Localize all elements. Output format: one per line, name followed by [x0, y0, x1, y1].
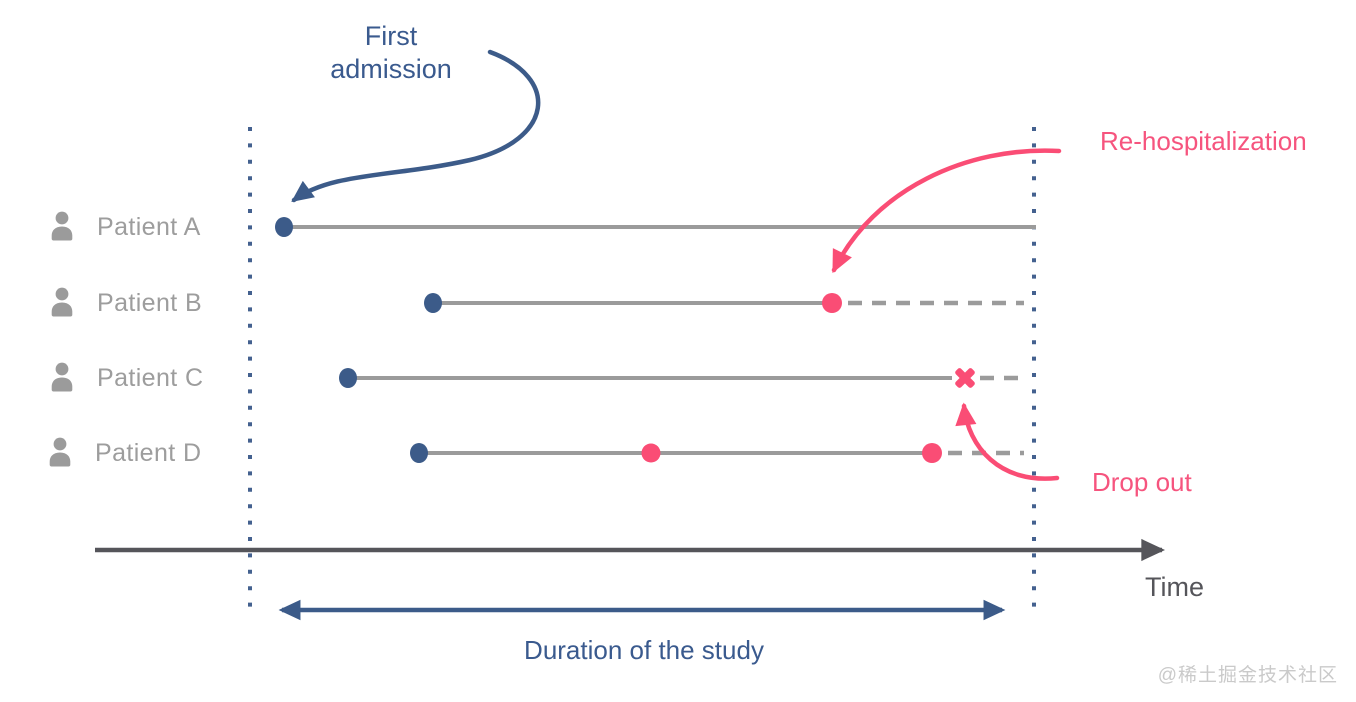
person-icon	[51, 211, 73, 241]
re-hospitalization-label: Re-hospitalization	[1100, 126, 1307, 156]
patient-row-b: Patient B	[46, 286, 202, 320]
patient-d-rehospitalization-dot-1	[641, 443, 661, 463]
first-admission-arrow	[291, 49, 541, 203]
patient-b-rehospitalization-dot	[822, 293, 842, 313]
patient-b-timeline	[424, 293, 1024, 313]
patient-a-admission-dot	[275, 217, 293, 237]
patient-c-admission-dot	[339, 368, 357, 388]
patient-d-admission-dot	[410, 443, 428, 463]
person-icon	[51, 287, 73, 317]
patient-c-timeline	[339, 368, 1024, 388]
re-hospitalization-arrow	[831, 148, 1062, 274]
patient-a-timeline	[275, 217, 1036, 237]
duration-label: Duration of the study	[524, 635, 764, 665]
patient-a-label: Patient A	[97, 212, 201, 241]
watermark-text: @稀土掘金技术社区	[1157, 665, 1338, 686]
time-axis-label: Time	[1145, 572, 1204, 602]
patient-row-a: Patient A	[46, 210, 201, 244]
patient-d-timeline	[410, 443, 1024, 463]
patient-d-label: Patient D	[95, 438, 202, 467]
person-icon	[49, 437, 71, 467]
person-icon	[51, 362, 73, 392]
drop-out-label: Drop out	[1092, 467, 1192, 497]
patient-c-dropout-cross	[955, 368, 975, 388]
patient-row-c: Patient C	[46, 361, 203, 395]
first-admission-label: First admission	[330, 21, 452, 84]
patient-b-label: Patient B	[97, 288, 203, 317]
patient-row-d: Patient D	[44, 436, 201, 470]
patient-b-admission-dot	[424, 293, 442, 313]
drop-out-arrow	[955, 402, 1060, 481]
patient-d-rehospitalization-dot-2	[922, 443, 942, 463]
patient-c-label: Patient C	[97, 363, 204, 392]
